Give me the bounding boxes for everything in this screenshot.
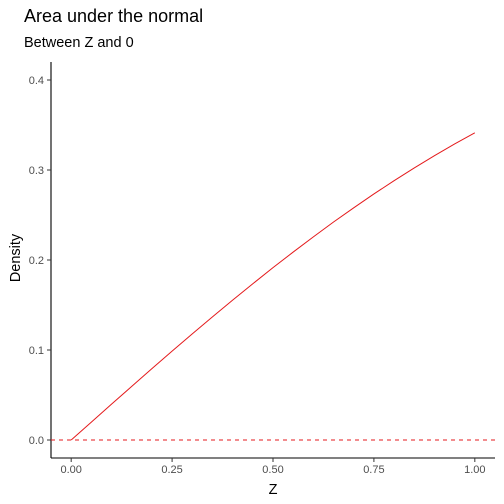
x-axis-title: Z xyxy=(269,482,278,498)
y-tick-label: 0.2 xyxy=(29,255,44,267)
x-tick-label: 0.50 xyxy=(262,464,283,476)
x-tick-label: 0.00 xyxy=(60,464,81,476)
x-tick-label: 0.25 xyxy=(161,464,182,476)
y-tick-label: 0.1 xyxy=(29,345,44,357)
y-tick-label: 0.3 xyxy=(29,165,44,177)
density-curve xyxy=(70,132,476,441)
y-tick-label: 0.0 xyxy=(29,435,44,447)
y-axis-title: Density xyxy=(8,233,24,282)
chart-subtitle: Between Z and 0 xyxy=(24,35,134,51)
x-tick-label: 1.00 xyxy=(464,464,485,476)
chart-title: Area under the normal xyxy=(24,6,203,26)
plot-area: 0.0 0.1 0.2 0.3 0.4 0.00 0.25 0.50 0.75 1.00 xyxy=(29,62,495,476)
y-tick-label: 0.4 xyxy=(29,75,44,87)
x-tick-label: 0.75 xyxy=(363,464,384,476)
